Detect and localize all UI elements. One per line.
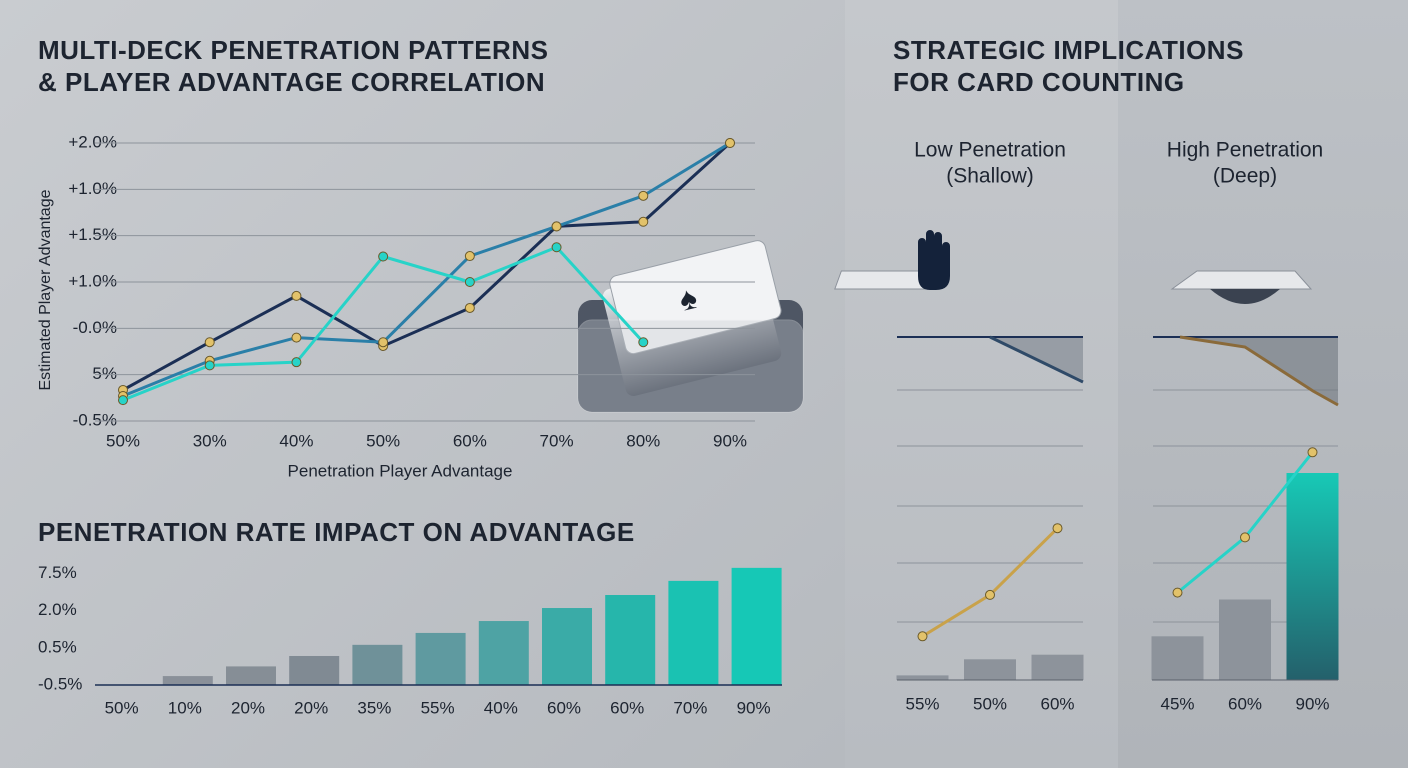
x-tick-label: 50% bbox=[105, 698, 139, 717]
data-point bbox=[291, 332, 302, 343]
data-point bbox=[118, 395, 128, 406]
bar bbox=[542, 608, 592, 685]
chart-title: MULTI-DECK PENETRATION PATTERNS bbox=[38, 35, 548, 65]
data-point bbox=[551, 221, 562, 232]
x-tick-label: 80% bbox=[626, 431, 660, 450]
data-point bbox=[638, 190, 649, 201]
data-point bbox=[464, 277, 475, 287]
x-tick-label: 50% bbox=[973, 694, 1007, 713]
y-axis-label: Estimated Player Advantage bbox=[37, 189, 54, 390]
x-tick-label: 90% bbox=[737, 698, 771, 717]
bar bbox=[352, 644, 403, 685]
x-tick-label: 70% bbox=[540, 431, 574, 450]
panel-title: (Deep) bbox=[1213, 165, 1277, 188]
x-tick-label: 60% bbox=[610, 698, 644, 717]
data-point bbox=[291, 290, 302, 301]
bar bbox=[964, 659, 1016, 680]
x-tick-label: 90% bbox=[713, 431, 747, 450]
y-tick-label: 5% bbox=[92, 364, 117, 383]
data-point bbox=[638, 337, 649, 348]
section-title: STRATEGIC IMPLICATIONS bbox=[893, 35, 1244, 65]
chart-title: & PLAYER ADVANTAGE CORRELATION bbox=[38, 67, 545, 97]
bar bbox=[1031, 654, 1084, 680]
y-tick-label: -0.5% bbox=[38, 674, 82, 693]
x-tick-label: 70% bbox=[673, 698, 707, 717]
bar bbox=[1286, 473, 1339, 680]
x-tick-label: 60% bbox=[453, 431, 487, 450]
bar bbox=[289, 655, 340, 685]
series-line bbox=[122, 141, 732, 392]
y-tick-label: -0.0% bbox=[73, 318, 117, 337]
bar bbox=[162, 676, 213, 685]
data-point bbox=[1240, 532, 1250, 543]
x-tick-label: 55% bbox=[421, 698, 455, 717]
y-tick-label: +2.0% bbox=[68, 132, 117, 151]
x-tick-label: 50% bbox=[366, 431, 400, 450]
data-point bbox=[1052, 523, 1063, 534]
middle-panel bbox=[845, 0, 1118, 768]
data-point bbox=[1172, 587, 1183, 598]
data-point bbox=[291, 357, 302, 368]
bar bbox=[668, 580, 719, 685]
data-point bbox=[638, 216, 649, 227]
y-tick-label: 7.5% bbox=[38, 563, 77, 582]
data-point bbox=[378, 337, 389, 348]
x-axis-label: Penetration Player Advantage bbox=[288, 461, 513, 480]
panel-title: High Penetration bbox=[1167, 139, 1323, 162]
panel-grid bbox=[897, 389, 1338, 623]
panel-title: (Shallow) bbox=[946, 165, 1034, 188]
y-tick-label: -0.5% bbox=[73, 410, 117, 429]
x-tick-label: 60% bbox=[1228, 694, 1262, 713]
data-point bbox=[1307, 447, 1318, 458]
bar bbox=[478, 621, 529, 685]
section-title: FOR CARD COUNTING bbox=[893, 67, 1185, 97]
y-tick-label: +1.5% bbox=[68, 225, 117, 244]
data-point bbox=[551, 242, 562, 253]
data-point bbox=[378, 251, 389, 262]
bar bbox=[415, 632, 466, 685]
data-point bbox=[204, 337, 215, 348]
x-tick-label: 40% bbox=[484, 698, 518, 717]
bar bbox=[896, 675, 949, 680]
y-tick-label: +1.0% bbox=[68, 271, 117, 290]
data-point bbox=[725, 138, 735, 148]
x-tick-label: 10% bbox=[168, 698, 202, 717]
y-tick-label: 2.0% bbox=[38, 600, 77, 619]
x-tick-label: 20% bbox=[231, 698, 265, 717]
x-tick-label: 60% bbox=[1040, 694, 1074, 713]
card-icon bbox=[1170, 270, 1313, 304]
y-tick-label: 0.5% bbox=[38, 637, 77, 656]
data-point bbox=[204, 360, 215, 371]
chart-title: PENETRATION RATE IMPACT ON ADVANTAGE bbox=[38, 517, 635, 547]
bar bbox=[731, 567, 782, 685]
x-tick-label: 60% bbox=[547, 698, 581, 717]
x-tick-label: 90% bbox=[1295, 694, 1329, 713]
x-tick-label: 35% bbox=[357, 698, 391, 717]
data-point bbox=[464, 302, 475, 313]
series-line bbox=[122, 141, 731, 398]
data-point bbox=[985, 589, 995, 600]
x-tick-label: 50% bbox=[106, 431, 140, 450]
x-tick-label: 20% bbox=[294, 698, 328, 717]
x-tick-label: 45% bbox=[1160, 694, 1194, 713]
hand-icon bbox=[834, 230, 950, 290]
bar bbox=[226, 666, 276, 685]
data-point bbox=[917, 631, 928, 642]
bar bbox=[1151, 636, 1204, 680]
y-tick-label: +1.0% bbox=[68, 179, 117, 198]
bar bbox=[605, 595, 656, 685]
x-tick-label: 30% bbox=[193, 431, 227, 450]
depth-indicators bbox=[897, 335, 1339, 407]
panel-title: Low Penetration bbox=[914, 139, 1066, 162]
x-tick-label: 40% bbox=[279, 431, 313, 450]
bar bbox=[1219, 599, 1271, 680]
data-point bbox=[464, 251, 475, 262]
x-tick-label: 55% bbox=[905, 694, 939, 713]
